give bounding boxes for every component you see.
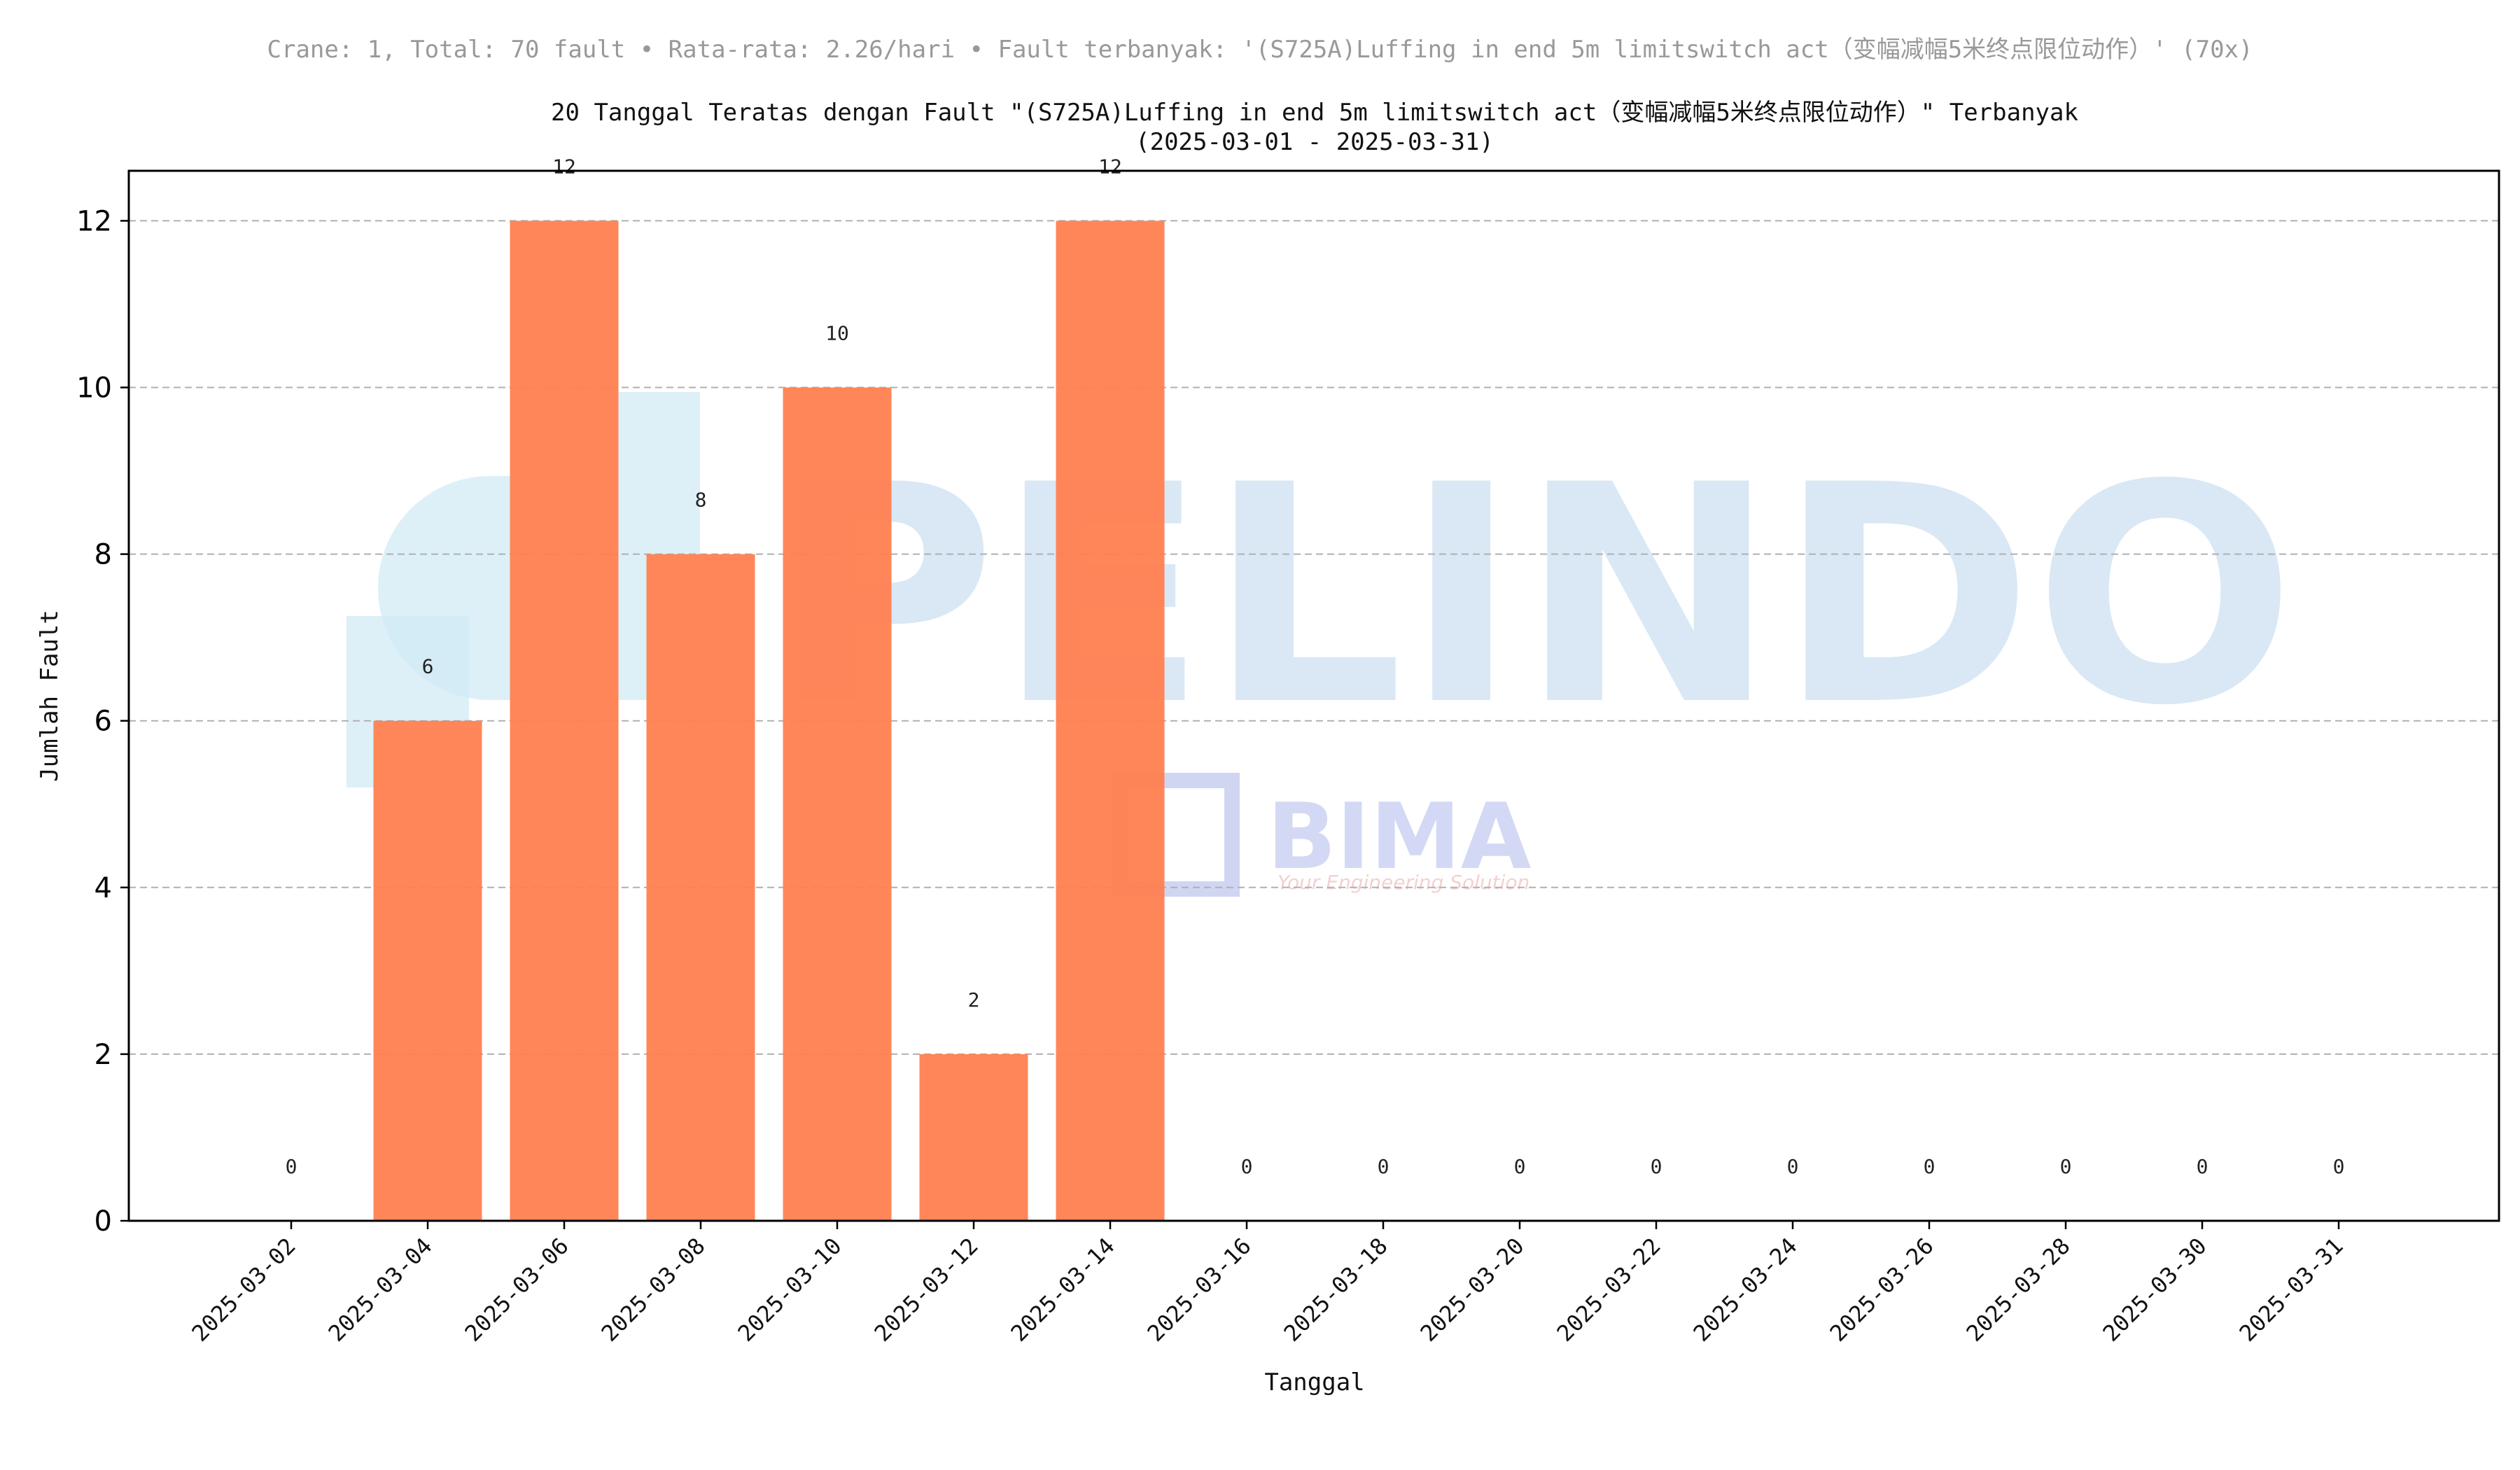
bar-value-label: 0 <box>2197 1155 2208 1178</box>
x-tick-label: 2025-03-02 <box>187 1233 301 1347</box>
bar <box>783 387 892 1221</box>
bar-value-label: 0 <box>1241 1155 1253 1178</box>
bar <box>646 554 755 1221</box>
summary-text: Crane: 1, Total: 70 fault • Rata-rata: 2… <box>267 36 2253 64</box>
x-tick-label: 2025-03-30 <box>2098 1233 2212 1347</box>
bar-value-label: 10 <box>825 322 849 345</box>
bar-value-label: 0 <box>2060 1155 2072 1178</box>
bar-value-label: 2 <box>968 988 980 1011</box>
pelindo-logo-watermark: PELINDO <box>346 392 2296 788</box>
bar-value-label: 12 <box>1098 155 1122 178</box>
chart-subtitle: (2025-03-01 - 2025-03-31) <box>1135 128 1494 156</box>
x-tick-label: 2025-03-14 <box>1006 1233 1120 1347</box>
x-tick-label: 2025-03-08 <box>596 1233 710 1347</box>
bar-value-label: 0 <box>1651 1155 1662 1178</box>
bar-value-label: 0 <box>2333 1155 2345 1178</box>
bar-value-label: 0 <box>1378 1155 1390 1178</box>
y-axis-ticks: 0 2 4 6 8 10 12 <box>76 205 129 1238</box>
bar-value-label: 0 <box>1787 1155 1799 1178</box>
x-tick-label: 2025-03-26 <box>1825 1233 1939 1347</box>
bar <box>510 220 619 1221</box>
x-tick-label: 2025-03-10 <box>733 1233 847 1347</box>
y-tick-label: 12 <box>76 205 112 237</box>
data-labels: 0 6 12 8 10 2 12 0 0 0 0 0 0 0 0 0 <box>286 155 2345 1178</box>
x-tick-label: 2025-03-31 <box>2234 1233 2348 1347</box>
bar <box>919 1054 1028 1221</box>
plot-frame <box>127 169 2500 1222</box>
bar <box>1056 220 1165 1221</box>
bar-value-label: 0 <box>1514 1155 1526 1178</box>
bar-value-label: 0 <box>286 1155 298 1178</box>
x-tick-label: 2025-03-22 <box>1552 1233 1666 1347</box>
chart-title: 20 Tanggal Teratas dengan Fault "(S725A)… <box>551 99 2078 127</box>
bima-wordmark: BIMA <box>1267 783 1531 890</box>
x-tick-label: 2025-03-16 <box>1142 1233 1256 1347</box>
x-tick-label: 2025-03-04 <box>323 1233 438 1347</box>
y-tick-label: 2 <box>94 1039 112 1071</box>
x-tick-label: 2025-03-12 <box>869 1233 983 1347</box>
bar-value-label: 6 <box>422 655 434 678</box>
bar-value-label: 8 <box>695 489 707 512</box>
x-axis-label: Tanggal <box>1264 1368 1364 1396</box>
x-tick-label: 2025-03-06 <box>460 1233 574 1347</box>
x-tick-label: 2025-03-28 <box>1961 1233 2076 1347</box>
y-tick-label: 6 <box>94 706 112 738</box>
bar-value-label: 0 <box>1924 1155 1935 1178</box>
y-tick-label: 10 <box>76 372 112 405</box>
x-tick-label: 2025-03-20 <box>1415 1233 1530 1347</box>
bar-value-label: 12 <box>552 155 576 178</box>
y-tick-label: 4 <box>94 872 112 904</box>
y-tick-label: 8 <box>94 539 112 571</box>
y-axis-label: Jumlah Fault <box>36 610 64 782</box>
x-axis-ticks: 2025-03-02 2025-03-04 2025-03-06 2025-03-08… <box>187 1221 2348 1347</box>
y-tick-label: 0 <box>94 1205 112 1238</box>
bars <box>373 220 1165 1221</box>
bima-logo-watermark: BIMA Your Engineering Solution <box>1112 773 1531 897</box>
pelindo-wordmark: PELINDO <box>770 421 2296 771</box>
x-tick-label: 2025-03-18 <box>1279 1233 1393 1347</box>
x-tick-label: 2025-03-24 <box>1688 1233 1802 1347</box>
bima-tagline: Your Engineering Solution <box>1278 871 1530 894</box>
bar <box>373 720 482 1221</box>
